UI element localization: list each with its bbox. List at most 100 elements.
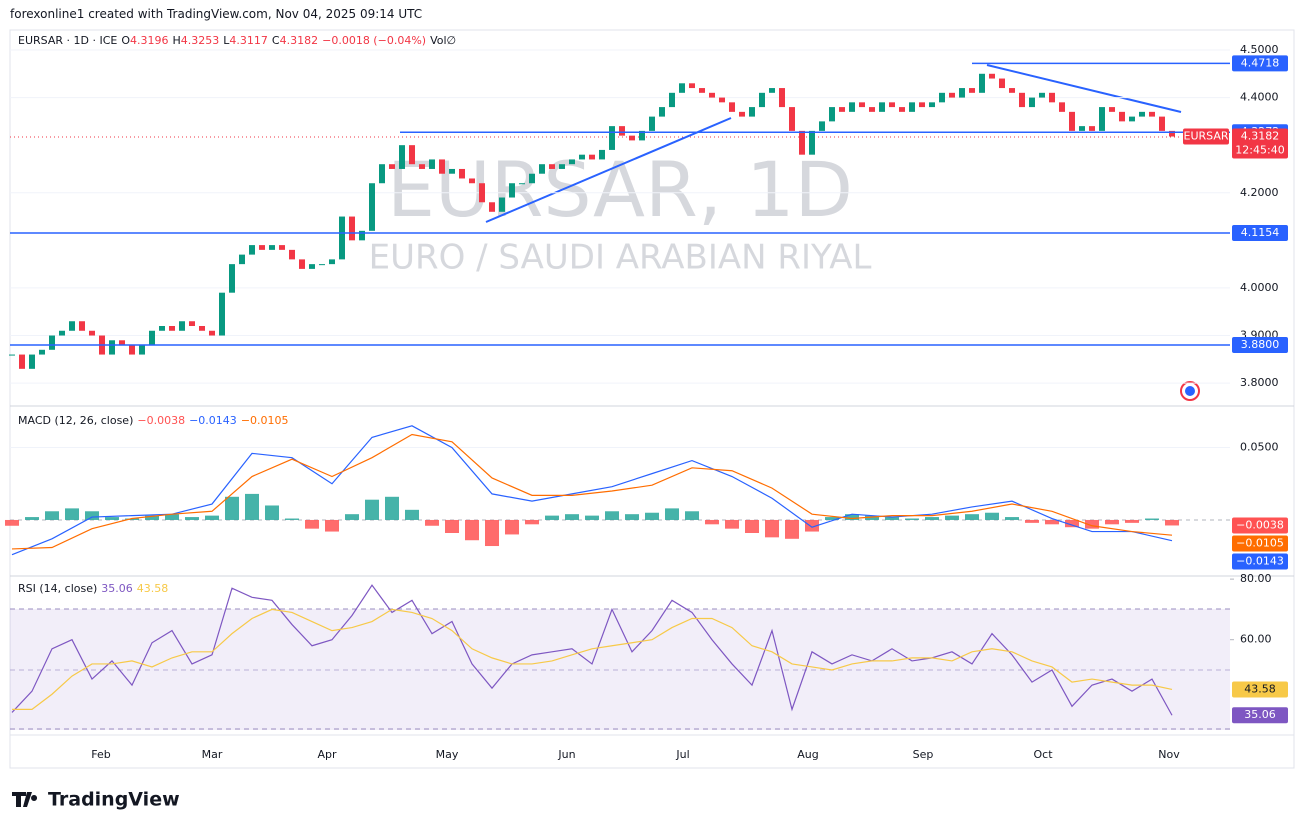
x-tick-label: Nov bbox=[1158, 748, 1180, 761]
candle bbox=[849, 102, 855, 112]
rsi-axis-tag-bg bbox=[1232, 681, 1288, 698]
candle bbox=[209, 330, 215, 336]
x-tick-label: Feb bbox=[91, 748, 110, 761]
candle bbox=[789, 107, 795, 131]
candle bbox=[729, 102, 735, 112]
candle bbox=[279, 245, 285, 250]
candle bbox=[369, 183, 375, 231]
candle bbox=[219, 292, 225, 336]
trendline bbox=[986, 64, 1182, 113]
candle bbox=[1099, 107, 1105, 131]
y-tick-label: 60.00 bbox=[1240, 633, 1272, 646]
histogram-bar bbox=[185, 517, 199, 520]
histogram-bar bbox=[265, 505, 279, 520]
rsi-title: RSI (14, close) bbox=[18, 582, 98, 595]
histogram-bar bbox=[1005, 517, 1019, 520]
histogram-bar bbox=[885, 517, 899, 520]
x-tick-label: May bbox=[436, 748, 459, 761]
ohlc-key: C bbox=[271, 34, 280, 47]
macd-axis-tag: −0.0105 bbox=[1236, 536, 1284, 549]
volume: Vol∅ bbox=[430, 34, 457, 47]
candle bbox=[839, 107, 845, 112]
candle bbox=[179, 321, 185, 331]
level-label: 4.4718 bbox=[1241, 56, 1280, 69]
candle bbox=[689, 83, 695, 89]
candle bbox=[589, 154, 595, 160]
candle bbox=[269, 245, 275, 250]
candle bbox=[459, 168, 465, 179]
candle bbox=[1059, 102, 1065, 112]
y-tick-label: 3.8000 bbox=[1240, 376, 1279, 389]
histogram-bar bbox=[485, 519, 499, 547]
histogram-bar bbox=[65, 508, 79, 520]
macd-line bbox=[11, 433, 1173, 550]
candle bbox=[929, 102, 935, 108]
candle bbox=[649, 116, 655, 131]
candle bbox=[59, 330, 65, 336]
rsi-axis-tag: 35.06 bbox=[1244, 708, 1276, 721]
candle bbox=[29, 354, 35, 369]
ohlc-value: 4.3253 bbox=[180, 34, 220, 47]
candle bbox=[49, 335, 55, 350]
candle bbox=[1119, 111, 1125, 122]
x-tick-label: Sep bbox=[913, 748, 934, 761]
candle bbox=[79, 321, 85, 331]
candle bbox=[1069, 111, 1075, 131]
candle bbox=[899, 107, 905, 112]
symbol-tag-bg bbox=[1183, 128, 1229, 145]
ohlc-value: 4.3182 bbox=[279, 34, 319, 47]
candle bbox=[259, 245, 265, 250]
candle bbox=[139, 345, 145, 355]
price-legend: EURSAR · 1D · ICE O4.3196 H4.3253 L4.3117 C4… bbox=[18, 34, 460, 47]
candle bbox=[659, 107, 665, 117]
rsi-line bbox=[12, 608, 1173, 710]
histogram-bar bbox=[585, 515, 599, 520]
histogram-bar bbox=[605, 511, 619, 520]
candle bbox=[1089, 126, 1095, 131]
histogram-bar bbox=[845, 514, 859, 520]
macd-value: −0.0143 bbox=[189, 414, 237, 427]
y-tick-label: 80.00 bbox=[1240, 572, 1272, 585]
ohlc-value: 4.3117 bbox=[229, 34, 268, 47]
macd-histogram-value: −0.0038 bbox=[137, 414, 186, 427]
candle bbox=[829, 107, 835, 122]
candle bbox=[19, 354, 25, 369]
candle bbox=[1019, 92, 1025, 108]
candle bbox=[1169, 130, 1175, 137]
event-icon-core bbox=[1185, 386, 1195, 396]
y-tick-label: 0.0500 bbox=[1240, 441, 1279, 454]
histogram-bar bbox=[505, 519, 519, 535]
x-tick-label: Jul bbox=[675, 748, 689, 761]
x-tick-label: Jun bbox=[557, 748, 575, 761]
candle bbox=[1139, 111, 1145, 117]
candle bbox=[979, 73, 985, 93]
change: −0.0018 (−0.04%) bbox=[322, 34, 427, 47]
candle bbox=[389, 164, 395, 169]
histogram-bar bbox=[385, 496, 399, 520]
candle bbox=[1039, 92, 1045, 98]
brand: TradingView bbox=[48, 789, 180, 811]
candle bbox=[1149, 111, 1155, 117]
candle bbox=[329, 259, 335, 265]
candle bbox=[449, 168, 455, 174]
histogram-bar bbox=[105, 517, 119, 520]
histogram-bar bbox=[45, 511, 59, 520]
histogram-bar bbox=[245, 493, 259, 520]
candle bbox=[169, 326, 175, 331]
candle bbox=[749, 107, 755, 117]
x-tick-label: Apr bbox=[317, 748, 337, 761]
candle bbox=[879, 102, 885, 112]
candle bbox=[1159, 116, 1165, 131]
candle bbox=[959, 88, 965, 98]
candle bbox=[739, 111, 745, 117]
candle bbox=[509, 183, 515, 198]
ohlc-key: O bbox=[121, 34, 130, 47]
candle bbox=[909, 102, 915, 112]
histogram-bar bbox=[705, 519, 719, 525]
candle bbox=[569, 159, 575, 165]
candle bbox=[9, 354, 15, 356]
ohlc-key: H bbox=[172, 34, 181, 47]
candle bbox=[499, 197, 505, 212]
histogram-bar bbox=[1045, 519, 1059, 525]
level-label-bg bbox=[1232, 225, 1288, 242]
